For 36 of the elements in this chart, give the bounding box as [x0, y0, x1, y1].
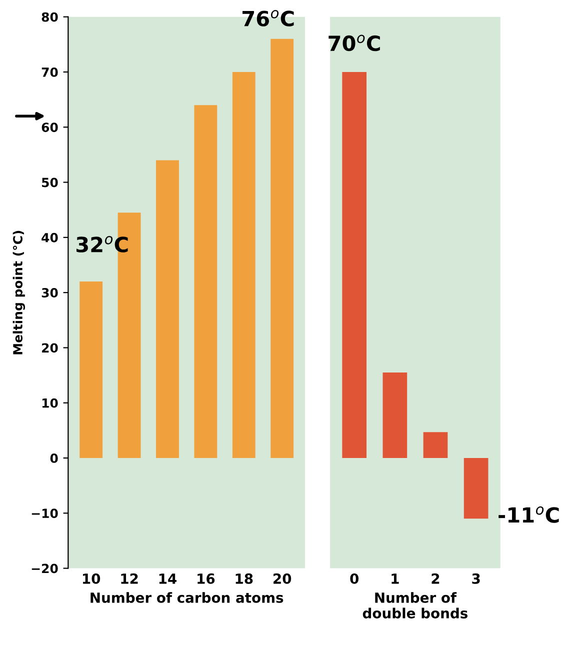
annotation: -11$^{o}$C: [498, 506, 559, 523]
x-tick-label: 3: [472, 573, 480, 584]
x-tick-label: 0: [350, 573, 359, 584]
bar: [270, 38, 294, 458]
x-tick-label: 2: [432, 573, 440, 584]
y-tick-label: −20: [32, 564, 58, 574]
bar: [194, 105, 218, 458]
y-tick-label: 10: [42, 398, 58, 408]
x-tick-label: 18: [236, 573, 253, 584]
y-tick-label: −10: [32, 508, 58, 518]
bar: [464, 458, 488, 519]
y-tick-label: 0: [50, 453, 58, 463]
x-tick-label: 16: [198, 573, 215, 584]
y-axis-title: Melting point (°C): [12, 230, 26, 354]
annotation: 70$^{o}$C: [328, 34, 380, 52]
y-tick-label: 70: [42, 67, 58, 77]
x-tick-label: 12: [121, 573, 138, 584]
bar: [423, 432, 448, 458]
annotation: 76$^{o}$C: [242, 10, 294, 26]
y-tick-label: 20: [42, 343, 58, 353]
y-tick-label: 80: [42, 12, 58, 22]
y-tick-label: 40: [42, 232, 58, 242]
y-tick-label: 30: [42, 288, 58, 298]
x-axis-title: Number of double bonds: [362, 592, 468, 618]
x-axis-title: Number of carbon atoms: [90, 592, 284, 603]
x-tick-label: 10: [82, 573, 100, 584]
x-tick-label: 20: [274, 573, 292, 584]
x-tick-label: 14: [159, 574, 177, 584]
bar: [80, 282, 103, 458]
bar: [342, 72, 367, 458]
bar: [156, 160, 179, 458]
y-tick-label: 50: [42, 178, 58, 188]
y-tick-label: 60: [42, 122, 58, 132]
bar: [232, 72, 256, 458]
bar: [382, 372, 408, 458]
x-tick-label: 1: [392, 574, 399, 584]
